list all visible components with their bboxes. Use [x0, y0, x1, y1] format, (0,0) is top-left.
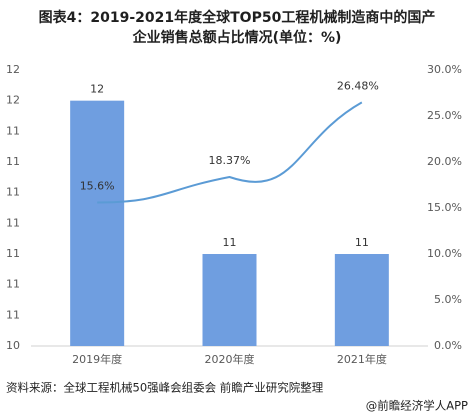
y2-tick-label: 5.0%	[434, 293, 462, 306]
y-tick-label: 11	[6, 278, 20, 291]
chart-title: 图表4：2019-2021年度全球TOP50工程机械制造商中的国产	[39, 9, 436, 26]
y2-tick-label: 25.0%	[427, 109, 462, 122]
source: 资料来源：全球工程机械50强峰会组委会 前瞻产业研究院整理	[6, 381, 324, 395]
y-tick-label: 11	[6, 186, 20, 199]
y-tick-label: 12	[6, 94, 20, 107]
line-label: 18.37%	[209, 154, 251, 167]
bar	[334, 254, 389, 346]
x-tick-label: 2020年度	[205, 352, 255, 366]
bar-label: 12	[90, 83, 104, 96]
y-tick-label: 10	[6, 339, 20, 352]
line-label: 15.6%	[80, 179, 115, 192]
y2-tick-label: 30.0%	[427, 63, 462, 76]
chart-title: 企业销售总额占比情况(单位：%)	[132, 29, 342, 46]
bar	[70, 100, 125, 347]
bar-label: 11	[223, 236, 237, 249]
y-tick-label: 11	[6, 216, 20, 229]
line-label: 26.48%	[337, 79, 379, 92]
y2-tick-label: 15.0%	[427, 201, 462, 214]
y-tick-label: 11	[6, 247, 20, 260]
y2-tick-label: 0.0%	[434, 339, 462, 352]
bar	[202, 254, 257, 346]
credit: @前瞻经济学人APP	[366, 399, 468, 413]
y-tick-label: 11	[6, 155, 20, 168]
y2-tick-label: 10.0%	[427, 247, 462, 260]
bar-label: 11	[355, 236, 369, 249]
y-tick-label: 11	[6, 124, 20, 137]
y2-tick-label: 20.0%	[427, 155, 462, 168]
y-tick-label: 11	[6, 308, 20, 321]
y-tick-label: 12	[6, 63, 20, 76]
line	[97, 101, 363, 204]
x-tick-label: 2019年度	[72, 352, 122, 366]
x-tick-label: 2021年度	[337, 352, 387, 366]
